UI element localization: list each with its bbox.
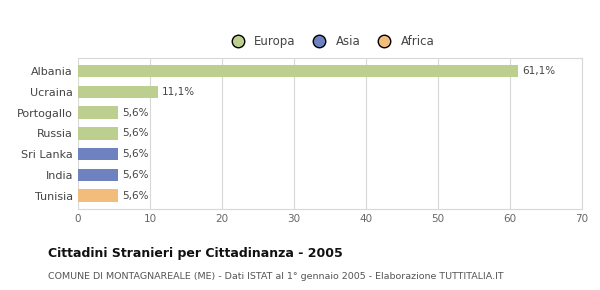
Text: 5,6%: 5,6% bbox=[122, 128, 149, 138]
Text: Cittadini Stranieri per Cittadinanza - 2005: Cittadini Stranieri per Cittadinanza - 2… bbox=[48, 247, 343, 260]
Bar bbox=[78, 127, 118, 139]
Text: 11,1%: 11,1% bbox=[162, 87, 196, 97]
Legend: Europa, Asia, Africa: Europa, Asia, Africa bbox=[221, 31, 439, 53]
Bar bbox=[78, 86, 158, 98]
Text: 5,6%: 5,6% bbox=[122, 108, 149, 118]
Text: 5,6%: 5,6% bbox=[122, 191, 149, 201]
Bar bbox=[78, 65, 518, 77]
Bar bbox=[78, 169, 118, 181]
Text: 5,6%: 5,6% bbox=[122, 149, 149, 159]
Bar bbox=[78, 148, 118, 160]
Text: 5,6%: 5,6% bbox=[122, 170, 149, 180]
Text: COMUNE DI MONTAGNAREALE (ME) - Dati ISTAT al 1° gennaio 2005 - Elaborazione TUTT: COMUNE DI MONTAGNAREALE (ME) - Dati ISTA… bbox=[48, 272, 503, 281]
Text: 61,1%: 61,1% bbox=[522, 66, 556, 76]
Bar bbox=[78, 106, 118, 119]
Bar bbox=[78, 189, 118, 202]
